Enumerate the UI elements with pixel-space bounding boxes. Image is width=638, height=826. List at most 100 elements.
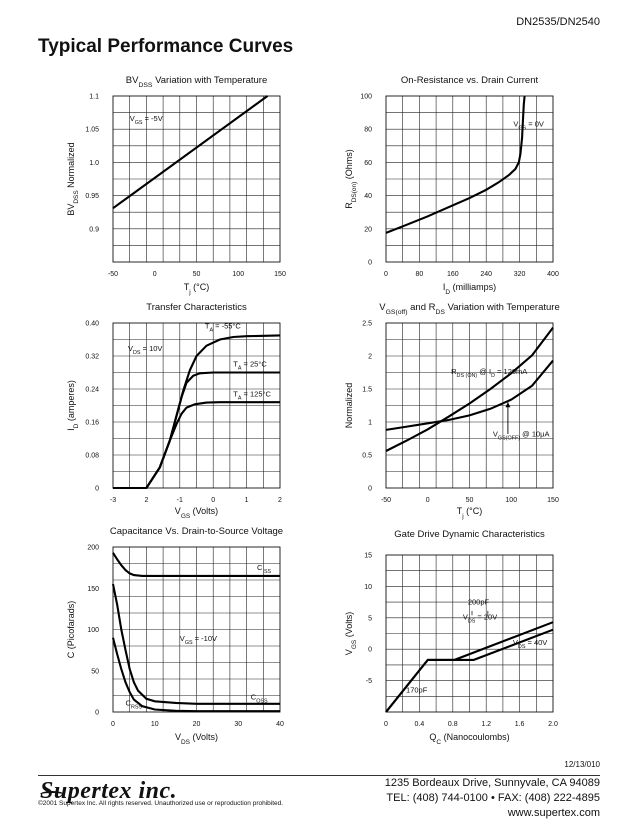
- company-address: 1235 Bordeaux Drive, Sunnyvale, CA 94089…: [385, 776, 600, 821]
- y-axis-label: ID (amperes): [66, 380, 80, 431]
- annotation-label: VGS = -10V: [180, 634, 217, 646]
- y-tick-label: 0.32: [85, 354, 99, 361]
- y-tick-label: 0: [368, 486, 372, 493]
- y-tick-label: 1: [368, 420, 372, 427]
- x-tick-label: -50: [381, 497, 391, 504]
- plot-frame: [385, 322, 554, 489]
- address-phone-fax: TEL: (408) 744-0100 • FAX: (408) 222-489…: [386, 792, 600, 804]
- annotation-label: VGS(OFF) @ 10μA: [493, 430, 550, 442]
- y-tick-label: 0: [368, 647, 372, 654]
- annotation-label: TA = 25°C: [233, 359, 267, 371]
- x-tick-label: 0: [211, 497, 215, 504]
- address-street: 1235 Bordeaux Drive, Sunnyvale, CA 94089: [384, 777, 600, 789]
- x-axis-label: ID (milliamps): [443, 282, 496, 296]
- y-tick-label: 1.05: [85, 127, 99, 134]
- x-tick-label: 80: [416, 271, 424, 278]
- y-tick-label: 80: [364, 127, 372, 134]
- series-line-2: [111, 583, 280, 705]
- y-tick-label: 60: [364, 160, 372, 167]
- annotation-label: VDS = 10V: [128, 344, 162, 356]
- chart-bvdss-vs-temperature: BVDSS Variation with Temperature -50 0 50 10…: [66, 75, 286, 296]
- supertex-logo: Supertex inc.: [40, 778, 178, 804]
- series-line-1: [385, 359, 554, 431]
- y-tick-label: 15: [364, 553, 372, 560]
- chart-on-resistance-vs-drain-current: On-Resistance vs. Drain Current 0 80 160 240…: [344, 75, 559, 296]
- y-tick-label: 0.24: [85, 387, 99, 394]
- plot-frame: [385, 95, 554, 263]
- y-tick-label: -5: [366, 678, 372, 685]
- grid-lines: [113, 96, 280, 262]
- x-tick-label: -3: [110, 497, 116, 504]
- grid-lines: [113, 547, 280, 712]
- annotation-label: CRSS: [126, 698, 143, 710]
- y-tick-label: 1.5: [362, 387, 372, 394]
- x-tick-label: 50: [193, 271, 201, 278]
- x-tick-label: 0.4: [415, 721, 425, 728]
- y-tick-label: 0: [368, 260, 372, 267]
- x-axis-label: QC (Nanocoulombs): [429, 732, 509, 746]
- x-tick-label: 1: [245, 497, 249, 504]
- x-tick-label: 40: [276, 721, 284, 728]
- x-tick-label: 0: [384, 271, 388, 278]
- y-tick-label: 0.5: [362, 453, 372, 460]
- y-axis-label: Normalized: [344, 383, 354, 429]
- x-tick-label: 0: [426, 497, 430, 504]
- x-tick-label: 400: [547, 271, 559, 278]
- x-tick-label: 0.8: [448, 721, 458, 728]
- footer-divider: [38, 775, 600, 776]
- document-id: DN2535/DN2540: [516, 16, 600, 28]
- x-axis-label: VDS (Volts): [175, 732, 218, 746]
- grid-lines: [386, 555, 553, 712]
- annotation-label: 200pF: [468, 598, 490, 607]
- series-line-0: [112, 552, 280, 577]
- y-axis-label: BVDSS Normalized: [66, 142, 80, 215]
- y-tick-label: 150: [87, 586, 99, 593]
- page-title: Typical Performance Curves: [38, 36, 294, 57]
- chart-capacitance-vs-vds: Capacitance Vs. Drain-to-Source Voltage 0…: [66, 526, 284, 746]
- x-tick-label: 2: [144, 497, 148, 504]
- y-tick-label: 0: [95, 486, 99, 493]
- series-line-0: [385, 326, 554, 452]
- x-tick-label: 1.2: [481, 721, 491, 728]
- x-tick-label: 100: [505, 497, 517, 504]
- y-tick-label: 0.08: [85, 453, 99, 460]
- y-tick-label: 0.16: [85, 420, 99, 427]
- x-tick-label: 1.6: [515, 721, 525, 728]
- address-website[interactable]: www.supertex.com: [507, 807, 600, 819]
- y-tick-label: 0.95: [85, 193, 99, 200]
- series-line-0: [112, 95, 269, 210]
- y-tick-label: 0.40: [85, 321, 99, 328]
- grid-lines: [113, 323, 280, 488]
- x-tick-label: 150: [547, 497, 559, 504]
- copyright-notice: ©2001 Supertex Inc. All rights reserved.…: [38, 800, 284, 807]
- x-tick-label: -1: [177, 497, 183, 504]
- chart-vgsoff-rds-vs-temperature: VGS(off) and RDS Variation with Temperat…: [344, 302, 560, 520]
- chart-gate-drive-dynamic: Gate Drive Dynamic Characteristics 0 0.4 0.…: [344, 529, 558, 746]
- chart-transfer-characteristics: Transfer Characteristics -3 2 -1 0 1 2 0 0.08 0.1…: [66, 302, 282, 520]
- x-tick-label: 50: [466, 497, 474, 504]
- y-tick-label: 0.9: [89, 226, 99, 233]
- y-tick-label: 100: [360, 94, 372, 101]
- grid-lines: [386, 96, 553, 262]
- x-axis-label: VGS (Volts): [175, 506, 218, 520]
- y-tick-label: 10: [364, 584, 372, 591]
- annotation-label: VDS = 20V: [463, 613, 497, 625]
- x-tick-label: 30: [234, 721, 242, 728]
- chart-title: BVDSS Variation with Temperature: [126, 75, 268, 89]
- y-tick-label: 200: [87, 545, 99, 552]
- series-line-0: [385, 95, 526, 234]
- annotation-label: TA = -55°C: [205, 321, 242, 333]
- y-axis-label: VGS (Volts): [344, 612, 358, 655]
- y-axis-label: RDS(on) (Ohms): [344, 149, 358, 209]
- x-tick-label: 240: [480, 271, 492, 278]
- annotation-label: RDS (ON) @ ID = 120mA: [451, 367, 527, 379]
- annotation-label: VGS = 0V: [513, 120, 544, 132]
- y-axis-label: C (Picofarads): [66, 601, 76, 659]
- y-tick-label: 100: [87, 627, 99, 634]
- chart-title: Gate Drive Dynamic Characteristics: [394, 529, 545, 540]
- annotation-label: VGS = -5V: [130, 114, 163, 126]
- chart-title: Capacitance Vs. Drain-to-Source Voltage: [110, 526, 283, 537]
- chart-title: Transfer Characteristics: [146, 302, 247, 313]
- plot-frame: [385, 554, 554, 713]
- y-tick-label: 5: [368, 615, 372, 622]
